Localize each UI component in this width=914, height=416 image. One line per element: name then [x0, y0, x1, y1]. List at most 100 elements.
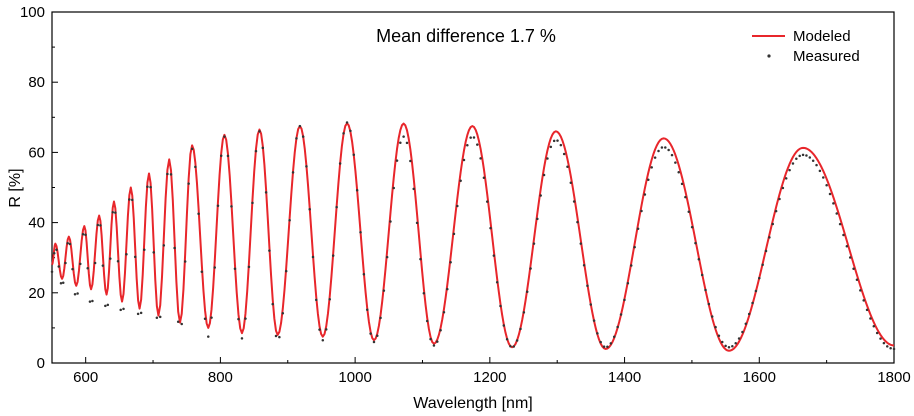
measured-point	[342, 132, 345, 135]
measured-point	[805, 154, 808, 157]
measured-point	[436, 340, 439, 343]
measured-point	[352, 153, 356, 156]
measured-point	[879, 337, 882, 340]
measured-point	[389, 220, 392, 223]
measured-point	[889, 347, 892, 350]
measured-point	[509, 345, 512, 348]
measured-point	[546, 157, 549, 160]
measured-point	[492, 254, 496, 257]
measured-point	[240, 337, 244, 340]
measured-point	[233, 267, 237, 270]
measured-point	[328, 297, 331, 301]
measured-point	[532, 242, 536, 245]
measured-point	[754, 289, 758, 293]
measured-point	[680, 182, 684, 186]
measured-point	[865, 308, 869, 312]
measured-point	[818, 169, 822, 173]
measured-point	[731, 344, 734, 348]
measured-point	[476, 143, 479, 146]
measured-point	[822, 176, 825, 179]
measured-point	[71, 267, 74, 271]
mean-difference-annotation: Mean difference 1.7 %	[376, 26, 556, 46]
measured-point	[737, 337, 741, 340]
measured-point	[734, 342, 737, 345]
measured-point	[690, 225, 694, 229]
measured-point	[61, 281, 65, 284]
measured-point	[758, 276, 761, 280]
measured-point	[522, 311, 526, 314]
measured-point	[832, 202, 835, 205]
measured-point	[155, 316, 159, 320]
measured-point	[452, 232, 456, 236]
measured-point	[774, 209, 778, 213]
series-measured-points	[50, 121, 896, 351]
measured-point	[101, 264, 105, 267]
legend-measured-label: Measured	[793, 48, 860, 65]
measured-point	[781, 186, 785, 190]
measured-point	[379, 316, 382, 320]
measured-point	[86, 266, 89, 270]
measured-point	[213, 266, 216, 269]
measured-point	[502, 324, 506, 327]
measured-point	[855, 278, 859, 281]
measured-point	[419, 257, 422, 261]
measured-point	[226, 154, 230, 158]
measured-point	[152, 251, 155, 254]
measured-point	[365, 308, 369, 312]
measured-point	[79, 262, 82, 266]
measured-point	[50, 270, 54, 273]
measured-point	[149, 185, 152, 189]
measured-point	[139, 311, 143, 315]
measured-point	[264, 191, 268, 194]
measured-point	[828, 192, 832, 196]
measured-point	[125, 252, 128, 256]
measured-point	[194, 165, 197, 169]
measured-point	[190, 147, 194, 151]
measured-point	[180, 322, 183, 326]
measured-point	[579, 242, 583, 245]
measured-point	[859, 289, 862, 292]
measured-point	[349, 129, 352, 133]
measured-point	[650, 166, 653, 169]
measured-point	[559, 143, 563, 147]
measured-point	[529, 267, 532, 270]
measured-point	[91, 299, 94, 303]
measured-point	[274, 334, 278, 338]
measured-point	[66, 241, 69, 245]
measured-point	[382, 289, 386, 292]
measured-point	[505, 337, 509, 341]
measured-point	[57, 265, 60, 268]
measured-point	[372, 340, 376, 344]
measured-point	[106, 303, 110, 307]
y-tick-label: 40	[28, 215, 45, 232]
measured-point	[369, 332, 372, 335]
measured-point	[183, 260, 187, 263]
measured-point	[667, 148, 670, 152]
measured-point	[469, 136, 472, 139]
measured-point	[59, 281, 63, 285]
measured-point	[647, 178, 650, 182]
measured-point	[318, 328, 321, 331]
measured-point	[84, 233, 87, 237]
measured-point	[278, 335, 281, 339]
measured-point	[136, 312, 140, 316]
measured-point	[869, 317, 872, 320]
measured-point	[399, 141, 402, 145]
measured-point	[596, 332, 599, 335]
measured-point	[707, 302, 711, 306]
legend-measured-marker	[767, 54, 771, 58]
measured-point	[515, 339, 519, 342]
measured-point	[456, 204, 459, 208]
measured-point	[362, 272, 366, 276]
measured-point	[325, 328, 328, 331]
measured-point	[284, 269, 288, 273]
measured-point	[99, 224, 102, 227]
measured-point	[552, 139, 556, 143]
y-tick-label: 60	[28, 144, 45, 161]
measured-point	[459, 179, 462, 183]
measured-point	[133, 255, 137, 259]
measured-point	[197, 212, 200, 216]
measured-point	[835, 212, 838, 215]
measured-point	[288, 218, 291, 222]
